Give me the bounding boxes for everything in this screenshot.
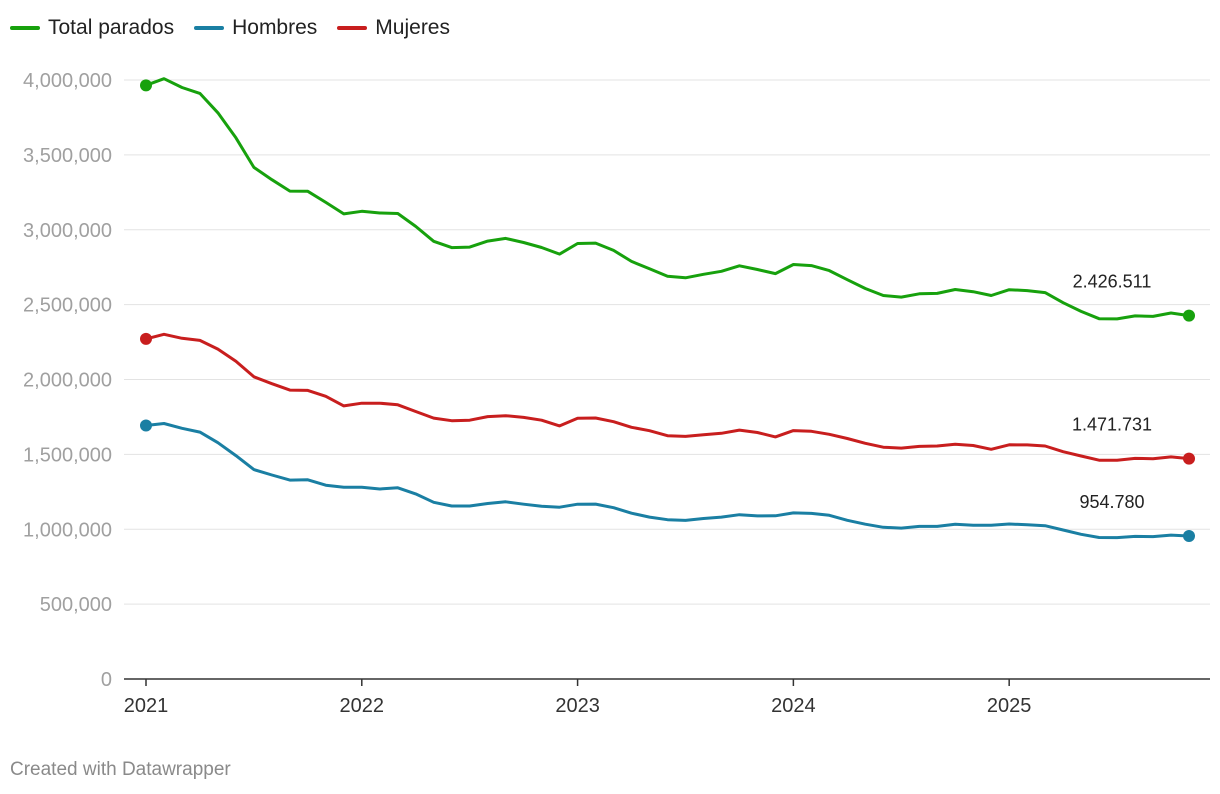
series-line: [144, 332, 1191, 462]
chart-legend: Total parados Hombres Mujeres: [10, 14, 470, 42]
legend-label: Mujeres: [375, 16, 450, 39]
legend-label: Total parados: [48, 16, 175, 39]
y-tick-label: 4,000,000: [23, 70, 112, 92]
y-tick-label: 0: [101, 669, 112, 691]
end-point: [1183, 309, 1195, 322]
end-point: [1183, 452, 1195, 465]
y-tick-label: 3,500,000: [23, 145, 112, 167]
x-tick-label: 2022: [340, 695, 385, 717]
legend-swatch: [337, 26, 368, 30]
series-line: [144, 422, 1191, 540]
legend-item: Mujeres: [337, 16, 450, 40]
legend-swatch: [10, 26, 40, 30]
end-point: [1183, 530, 1195, 543]
y-tick-label: 3,000,000: [23, 220, 112, 242]
y-tick-label: 1,500,000: [23, 444, 112, 466]
end-value-label: 954.780: [1079, 492, 1144, 512]
x-tick-label: 2021: [124, 695, 169, 717]
y-tick-label: 2,000,000: [23, 370, 112, 392]
start-point: [140, 419, 152, 432]
y-tick-label: 500,000: [40, 594, 112, 616]
x-tick-label: 2024: [771, 695, 816, 717]
end-value-label: 1.471.731: [1072, 415, 1152, 435]
y-tick-label: 1,000,000: [23, 519, 112, 541]
legend-swatch: [194, 26, 225, 30]
start-point: [140, 332, 152, 345]
legend-label: Hombres: [232, 16, 318, 39]
start-point: [140, 79, 152, 92]
x-tick-label: 2025: [987, 695, 1032, 717]
footer-credit: Created with Datawrapper: [10, 759, 231, 780]
x-tick-label: 2023: [555, 695, 600, 717]
y-tick-label: 2,500,000: [23, 295, 112, 317]
end-value-label: 2.426.511: [1073, 272, 1152, 292]
legend-item: Hombres: [194, 16, 317, 40]
legend-item: Total parados: [10, 16, 174, 40]
series-line: [144, 77, 1191, 321]
